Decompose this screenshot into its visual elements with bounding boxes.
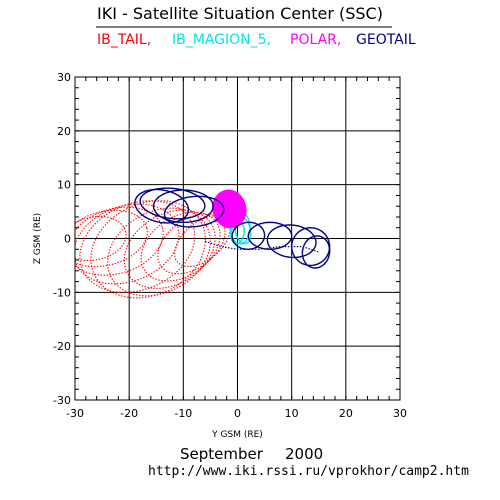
orbit-loop (75, 215, 127, 262)
date-month: September (180, 445, 264, 463)
legend-item-ib-tail: IB_TAIL, (97, 32, 151, 48)
orbit-loop (291, 226, 331, 267)
orbit-loop (79, 200, 196, 293)
y-tick-label: -30 (53, 394, 71, 407)
date-year: 2000 (285, 445, 323, 463)
series-ib-tail (75, 200, 231, 299)
orbit-loop (123, 209, 216, 289)
legend-item-polar: POLAR, (290, 32, 341, 48)
orbit-loop (230, 221, 245, 245)
x-tick-label: -30 (66, 407, 84, 420)
orbit-trace (204, 240, 319, 253)
x-tick-label: 20 (339, 407, 353, 420)
plot-area: -30 -20 -10 0 10 20 30 -30 -20 -10 0 10 20 30 (53, 71, 407, 420)
legend: IB_TAIL, IB_MAGION_5, POLAR, GEOTAIL (97, 32, 416, 48)
x-axis-label: Y GSM (RE) (211, 430, 263, 440)
legend-item-geotail: GEOTAIL (356, 32, 416, 48)
orbit-loop (139, 187, 206, 220)
orbit-loop (301, 235, 331, 269)
y-tick-label: 0 (64, 233, 71, 246)
orbit-loop (90, 200, 206, 299)
plot-frame (74, 76, 401, 401)
x-tick-label: 0 (234, 407, 241, 420)
source-url: http://www.iki.rssi.ru/vprokhor/camp2.ht… (148, 464, 469, 479)
y-tick-label: -10 (53, 286, 71, 299)
y-tick-label: 20 (57, 125, 71, 138)
x-tick-label: 10 (285, 407, 299, 420)
x-tick-label: -20 (120, 407, 138, 420)
x-tick-label: 30 (393, 407, 407, 420)
orbit-loop (140, 211, 221, 282)
series-geotail (134, 187, 331, 269)
orbit-loop (75, 206, 164, 276)
orbit-loop (212, 189, 247, 229)
orbit-loop (157, 213, 226, 275)
page-title: IKI - Satellite Situation Center (SSC) (97, 4, 383, 23)
orbit-loop (75, 209, 148, 268)
orbit-core (216, 193, 243, 224)
y-tick-label: 10 (57, 179, 71, 192)
series-layer (75, 187, 331, 299)
orbit-loop (75, 203, 180, 285)
x-tick-label: -10 (174, 407, 192, 420)
orbit-loop (163, 195, 225, 228)
y-tick-label: -20 (53, 340, 71, 353)
orbit-loop (247, 221, 293, 251)
tick-labels: -30 -20 -10 0 10 20 30 -30 -20 -10 0 10 20 30 (53, 71, 407, 420)
legend-item-ib-magion-5: IB_MAGION_5, (172, 32, 271, 48)
orbit-loop (152, 189, 214, 223)
y-axis-label: Z GSM (RE) (33, 213, 43, 264)
y-tick-label: 30 (57, 71, 71, 84)
